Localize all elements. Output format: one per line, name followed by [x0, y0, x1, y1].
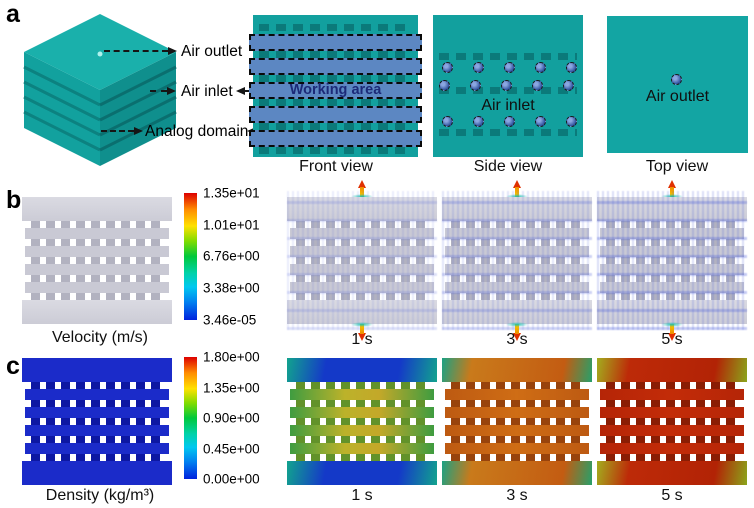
density-sim-5s: [597, 358, 747, 485]
fin-row: [259, 24, 412, 31]
working-area-bar: [249, 130, 422, 147]
colorbar-tick: 1.35e+00: [203, 380, 260, 396]
air-inlet-hole: [442, 62, 453, 73]
density-caption: Density (kg/m³): [45, 487, 155, 504]
colorbar-tick: 1.80e+00: [203, 349, 260, 365]
air-outlet-annotation: Air outlet: [181, 43, 243, 60]
fin-row: [259, 99, 412, 106]
fin-row: [259, 51, 412, 58]
density-sim-3s: [442, 358, 592, 485]
top-air-outlet-label: Air outlet: [645, 88, 710, 105]
air-inlet-hole: [566, 62, 577, 73]
air-inlet-hole: [535, 62, 546, 73]
velocity-caption: Velocity (m/s): [51, 329, 149, 346]
air-inlet-hole: [504, 62, 515, 73]
inlet-flow-arrow-icon: [506, 322, 528, 341]
air-outlet-hole: [671, 74, 682, 85]
velocity-sim-3s: [442, 197, 592, 324]
analog-domain-arrowhead-right-icon: [134, 126, 143, 135]
air-inlet-hole: [504, 116, 515, 127]
velocity-sim-5s: [597, 197, 747, 324]
air-inlet-hole: [535, 116, 546, 127]
density-timepoint-caption: 1 s: [351, 487, 373, 504]
colorbar-tick: 0.45e+00: [203, 441, 260, 457]
top-view-caption: Top view: [645, 158, 709, 175]
air-inlet-hole: [566, 116, 577, 127]
top-view-model: Air outlet: [607, 16, 748, 153]
air-inlet-hole: [442, 116, 453, 127]
colorbar-tick: 1.01e+01: [203, 217, 260, 233]
panel-a-label: a: [6, 0, 20, 28]
density-timepoint-caption: 3 s: [506, 487, 528, 504]
air-outlet-arrow-line: [104, 50, 168, 52]
fin-row: [439, 129, 577, 136]
panel-c-label: c: [6, 352, 20, 380]
colorbar-tick: 1.35e+01: [203, 185, 260, 201]
working-area-bar: [249, 106, 422, 123]
front-view-model: Working area: [249, 15, 422, 157]
panel-b-label: b: [6, 186, 22, 214]
working-area-label: Working area: [289, 82, 382, 98]
side-air-inlet-label: Air inlet: [481, 97, 535, 114]
air-inlet-hole: [439, 80, 450, 91]
isometric-device-model: [23, 14, 177, 166]
colorbar-tick: 0.90e+00: [203, 410, 260, 426]
inlet-flow-arrow-icon: [661, 322, 683, 341]
velocity-model-reference: [22, 197, 172, 324]
density-model-initial: [22, 358, 172, 485]
air-inlet-hole: [473, 62, 484, 73]
density-timepoint-caption: 5 s: [661, 487, 683, 504]
working-area-bar: Working area: [249, 82, 422, 99]
working-area-bar: [249, 58, 422, 75]
colorbar-tick: 0.00e+00: [203, 471, 260, 487]
side-view-caption: Side view: [473, 158, 543, 175]
front-view-caption: Front view: [299, 158, 373, 175]
air-inlet-hole: [470, 80, 481, 91]
air-inlet-hole: [532, 80, 543, 91]
air-outlet-arrowhead-icon: [168, 46, 177, 55]
analog-domain-arrow-line-left: [101, 130, 134, 132]
colorbar-tick: 3.38e+00: [203, 280, 260, 296]
velocity-sim-1s: [287, 197, 437, 324]
fin-row: [259, 147, 412, 154]
side-view-model: Air inlet: [433, 15, 583, 157]
colorbar-tick: 6.76e+00: [203, 248, 260, 264]
air-inlet-hole: [501, 80, 512, 91]
air-inlet-hole: [563, 80, 574, 91]
velocity-colorbar: [184, 193, 197, 320]
air-inlet-annotation: Air inlet: [181, 83, 233, 100]
air-inlet-arrowhead-left-icon: [236, 86, 245, 95]
air-outlet-port-dot: [97, 51, 103, 57]
velocity-timepoint-caption: 1 s: [351, 331, 373, 348]
density-colorbar: [184, 357, 197, 479]
colorbar-tick: 3.46e-05: [203, 312, 257, 328]
velocity-timepoint-caption: 5 s: [661, 331, 683, 348]
air-inlet-hole: [473, 116, 484, 127]
fin-row: [259, 123, 412, 130]
analog-domain-annotation: Analog domain: [145, 123, 249, 140]
working-area-bar: [249, 34, 422, 51]
density-sim-1s: [287, 358, 437, 485]
air-inlet-arrowhead-right-icon: [167, 86, 176, 95]
inlet-flow-arrow-icon: [351, 322, 373, 341]
velocity-timepoint-caption: 3 s: [506, 331, 528, 348]
fin-row: [439, 53, 577, 60]
air-inlet-arrow-line-left: [150, 90, 167, 92]
fin-row: [259, 75, 412, 82]
